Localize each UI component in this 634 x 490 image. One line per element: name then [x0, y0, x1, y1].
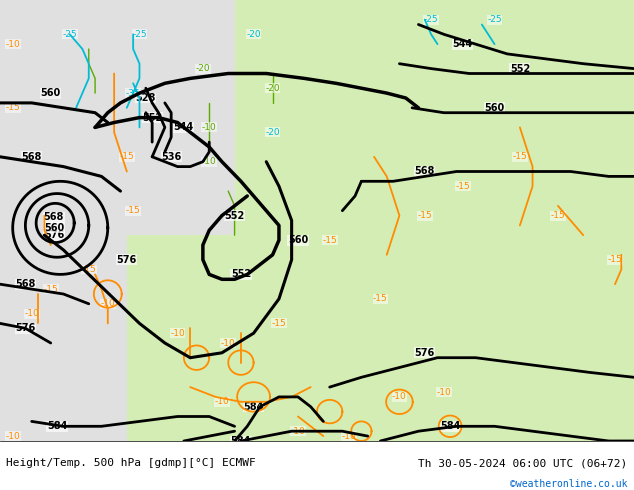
Text: -10: -10 — [202, 123, 217, 132]
Text: -25: -25 — [62, 30, 77, 39]
Text: -10: -10 — [5, 432, 20, 441]
Text: -10: -10 — [290, 427, 306, 436]
Text: -15: -15 — [512, 152, 527, 161]
Text: -15: -15 — [119, 152, 134, 161]
Text: -10: -10 — [24, 309, 39, 318]
Text: -25: -25 — [487, 15, 502, 24]
FancyBboxPatch shape — [0, 441, 634, 490]
Text: 560: 560 — [41, 88, 61, 98]
Text: -15: -15 — [607, 255, 623, 264]
Text: 568: 568 — [44, 212, 64, 222]
Text: Height/Temp. 500 hPa [gdmp][°C] ECMWF: Height/Temp. 500 hPa [gdmp][°C] ECMWF — [6, 458, 256, 468]
Text: -15: -15 — [322, 236, 337, 245]
Text: -20: -20 — [265, 84, 280, 93]
Text: -15: -15 — [5, 103, 20, 112]
Text: -15: -15 — [271, 319, 287, 328]
Text: -15: -15 — [126, 206, 141, 215]
Text: -10: -10 — [392, 392, 407, 401]
Text: 560: 560 — [288, 235, 308, 245]
Text: 576: 576 — [117, 255, 137, 265]
Text: -10: -10 — [214, 397, 230, 406]
Text: -15: -15 — [81, 265, 96, 274]
Text: -10: -10 — [341, 432, 356, 441]
Text: 536: 536 — [161, 152, 181, 162]
Text: -15: -15 — [43, 285, 58, 294]
Text: 544: 544 — [174, 122, 194, 132]
Text: 576: 576 — [15, 323, 36, 333]
Text: 576: 576 — [415, 348, 435, 358]
Text: 552: 552 — [231, 270, 251, 279]
Text: 584: 584 — [231, 436, 251, 446]
Text: -10: -10 — [100, 299, 115, 308]
Text: 568: 568 — [415, 167, 435, 176]
Text: 560: 560 — [44, 223, 64, 233]
Text: 576: 576 — [44, 230, 64, 240]
Text: ©weatheronline.co.uk: ©weatheronline.co.uk — [510, 479, 628, 489]
Text: -15: -15 — [455, 182, 470, 191]
Text: Th 30-05-2024 06:00 UTC (06+72): Th 30-05-2024 06:00 UTC (06+72) — [418, 458, 628, 468]
Text: 584: 584 — [440, 421, 460, 431]
Text: -20: -20 — [195, 64, 210, 73]
Text: -10: -10 — [5, 40, 20, 49]
Text: -20: -20 — [246, 30, 261, 39]
Text: 552: 552 — [224, 211, 245, 220]
Text: -15: -15 — [373, 294, 388, 303]
Text: -15: -15 — [417, 211, 432, 220]
Text: -10: -10 — [170, 329, 185, 338]
Text: -10: -10 — [221, 339, 236, 347]
Text: 552: 552 — [510, 64, 530, 74]
Text: 544: 544 — [453, 39, 473, 49]
Text: 568: 568 — [22, 152, 42, 162]
Text: -35: -35 — [126, 89, 141, 98]
FancyBboxPatch shape — [0, 0, 634, 441]
Text: -25: -25 — [424, 15, 439, 24]
Text: 584: 584 — [47, 421, 67, 431]
Text: 552: 552 — [142, 113, 162, 122]
Text: 584: 584 — [243, 402, 264, 412]
Text: 568: 568 — [15, 279, 36, 289]
Text: 528: 528 — [136, 93, 156, 103]
Text: -10: -10 — [202, 157, 217, 166]
FancyBboxPatch shape — [127, 0, 235, 235]
FancyBboxPatch shape — [0, 0, 127, 441]
Text: -20: -20 — [265, 128, 280, 137]
Text: -25: -25 — [132, 30, 147, 39]
Text: -15: -15 — [550, 211, 566, 220]
Text: -10: -10 — [436, 388, 451, 396]
Text: 560: 560 — [484, 103, 505, 113]
